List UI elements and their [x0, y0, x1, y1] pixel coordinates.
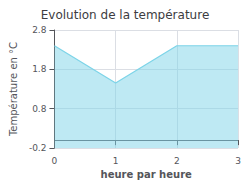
svg-text:1: 1 [113, 156, 119, 166]
svg-text:Evolution de la température: Evolution de la température [41, 8, 210, 22]
svg-text:0.8: 0.8 [32, 104, 47, 114]
svg-text:-0.2: -0.2 [29, 143, 47, 153]
svg-text:1.8: 1.8 [32, 64, 47, 74]
svg-text:2.8: 2.8 [32, 25, 47, 35]
svg-text:heure par heure: heure par heure [101, 169, 192, 180]
svg-text:0: 0 [52, 156, 58, 166]
svg-text:Température en °C: Température en °C [8, 42, 19, 137]
svg-text:2: 2 [174, 156, 180, 166]
svg-text:3: 3 [235, 156, 241, 166]
